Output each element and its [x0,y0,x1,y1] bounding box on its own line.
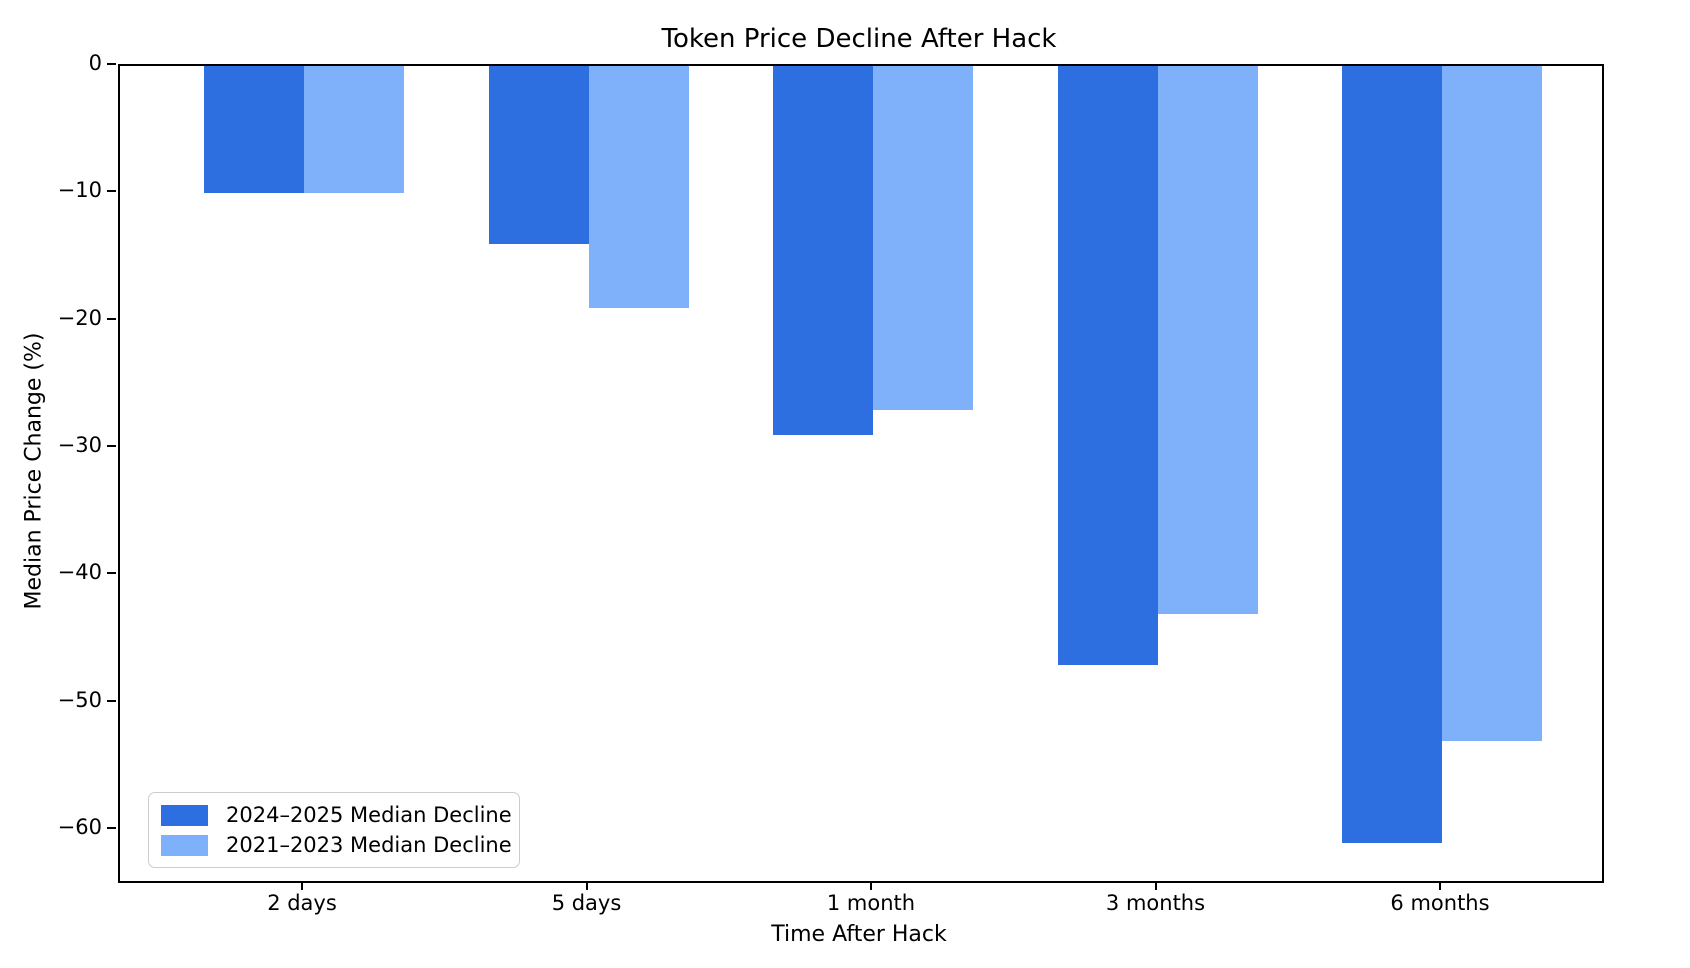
legend-swatch-series-2 [161,834,208,856]
legend-item: 2024–2025 Median Decline [161,801,512,829]
y-tick-mark [107,190,116,193]
x-tick-label: 3 months [1105,891,1206,915]
x-tick-label: 5 days [551,891,622,915]
x-tick-mark [1439,881,1441,890]
legend-label-series-1: 2024–2025 Median Decline [226,803,512,827]
y-tick-mark [107,699,116,702]
bar-1-month-series-2 [873,66,973,410]
bar-2-days-series-2 [304,66,404,194]
y-tick-label: 0 [88,51,102,75]
x-tick-mark [870,881,872,890]
x-tick-label: 6 months [1390,891,1490,915]
y-tick-mark [107,572,116,575]
bar-6-months-series-2 [1442,66,1542,741]
legend-label-series-2: 2021–2023 Median Decline [226,833,512,857]
y-tick-label: −30 [57,433,102,457]
bar-6-months-series-1 [1342,66,1442,843]
y-tick-mark [107,63,116,65]
bar-3-months-series-2 [1157,66,1258,614]
y-tick-label: −40 [57,560,102,585]
chart-title: Token Price Decline After Hack [661,24,1057,54]
bar-3-months-series-1 [1057,66,1158,665]
bar-5-days-series-1 [488,66,589,245]
bar-2-days-series-1 [204,66,304,194]
y-tick-label: −10 [57,178,102,203]
y-tick-label: −20 [57,305,102,330]
legend-item: 2021–2023 Median Decline [161,831,512,859]
bar-5-days-series-2 [588,66,689,308]
y-tick-mark [107,827,116,830]
y-tick-label: −50 [57,687,102,712]
x-tick-label: 2 days [267,891,337,915]
y-tick-label: −60 [57,815,102,840]
x-tick-mark [585,881,588,890]
x-tick-mark [301,881,303,890]
y-tick-mark [107,317,116,320]
x-tick-label: 1 month [826,891,916,915]
legend-swatch-series-1 [161,804,208,826]
x-tick-mark [1154,881,1157,890]
y-tick-mark [107,445,116,447]
plot-area [118,64,1604,883]
x-axis-label: Time After Hack [771,922,947,947]
bar-1-month-series-1 [773,66,873,436]
legend: 2024–2025 Median Decline 2021–2023 Media… [148,792,520,868]
